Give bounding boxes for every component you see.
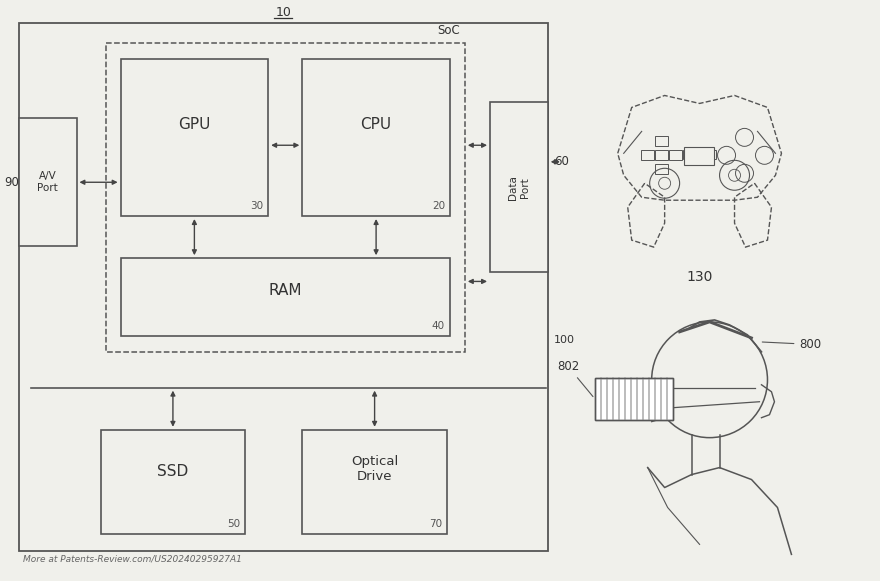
Bar — [18, 23, 548, 551]
Text: Optical
Drive: Optical Drive — [351, 456, 399, 483]
Bar — [683, 150, 695, 159]
Bar — [655, 164, 668, 174]
Bar — [302, 59, 450, 216]
Text: CPU: CPU — [361, 117, 392, 132]
Text: 10: 10 — [275, 6, 291, 19]
Bar — [121, 258, 450, 336]
Text: 800: 800 — [762, 338, 822, 351]
Text: 50: 50 — [227, 519, 240, 529]
Bar — [121, 59, 268, 216]
Text: 802: 802 — [557, 360, 593, 397]
Text: SoC: SoC — [437, 24, 460, 37]
Bar — [100, 430, 246, 535]
Text: GPU: GPU — [179, 117, 210, 132]
Text: 90: 90 — [4, 176, 19, 189]
Text: RAM: RAM — [268, 284, 302, 298]
Text: 70: 70 — [429, 519, 442, 529]
Bar — [655, 137, 668, 146]
Bar — [702, 150, 715, 159]
Text: Data
Port: Data Port — [508, 175, 530, 200]
Text: 30: 30 — [250, 201, 263, 211]
Text: 20: 20 — [432, 201, 445, 211]
Bar — [684, 148, 714, 166]
Bar — [302, 430, 447, 535]
Bar — [655, 150, 668, 160]
Bar — [669, 150, 682, 160]
Bar — [595, 378, 672, 419]
Text: 130: 130 — [686, 270, 713, 284]
Bar — [106, 42, 465, 352]
Bar — [641, 150, 654, 160]
Bar — [490, 102, 548, 272]
Text: SSD: SSD — [158, 464, 188, 479]
Text: 100: 100 — [554, 335, 575, 345]
Text: More at Patents-Review.com/US20240295927A1: More at Patents-Review.com/US20240295927… — [23, 554, 241, 564]
Bar — [595, 378, 672, 419]
Text: A/V
Port: A/V Port — [37, 171, 58, 193]
Bar — [18, 119, 77, 246]
Text: 60: 60 — [554, 155, 568, 168]
Text: 40: 40 — [432, 321, 445, 331]
